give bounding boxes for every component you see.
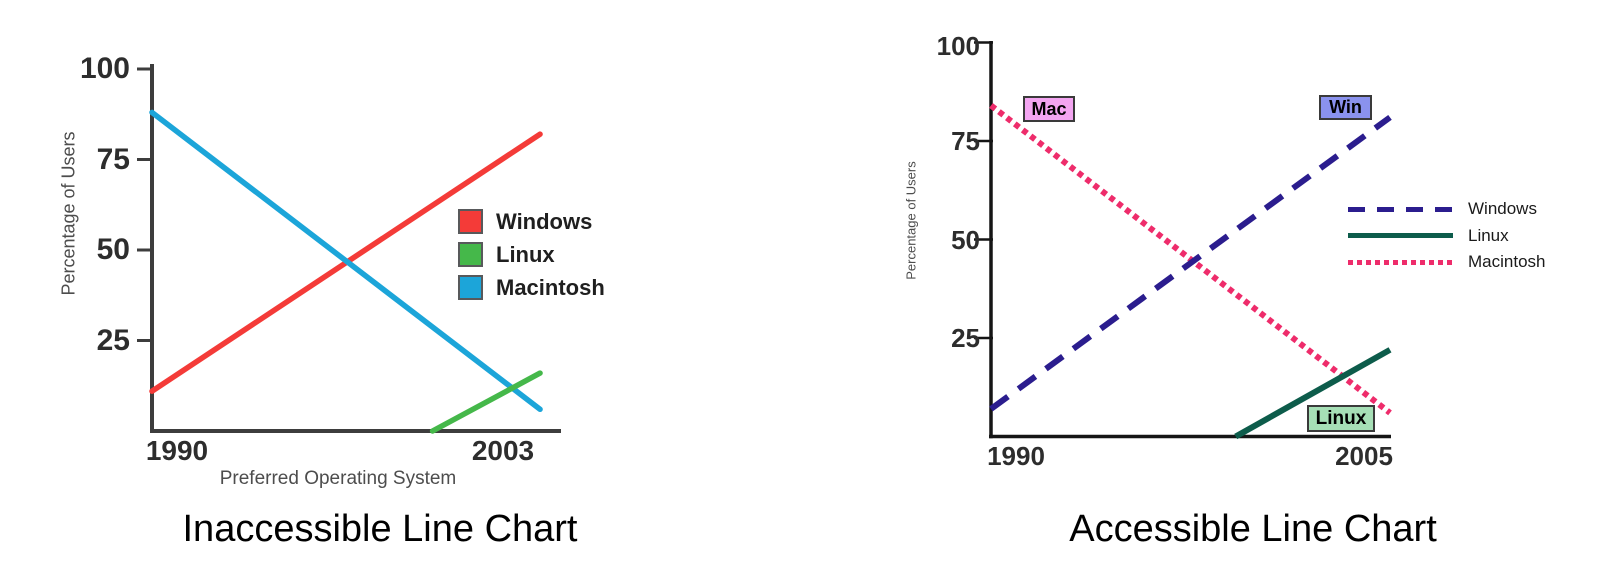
mac-line-label: Mac bbox=[1023, 96, 1075, 122]
win-line-label: Win bbox=[1319, 95, 1372, 120]
linux-line bbox=[429, 370, 543, 434]
linux-line-label: Linux bbox=[1307, 405, 1375, 432]
legend-entry-windows: Windows bbox=[458, 209, 605, 234]
left-chart-caption: Inaccessible Line Chart bbox=[182, 508, 578, 550]
left-legend: Windows Linux Macintosh bbox=[458, 209, 605, 300]
windows-swatch-icon bbox=[458, 209, 483, 234]
right-xtick-2005: 2005 bbox=[1335, 441, 1393, 471]
right-xtick-1990: 1990 bbox=[987, 441, 1045, 471]
right-legend: Windows Linux Macintosh bbox=[1348, 196, 1545, 276]
left-ytick-100: 100 bbox=[79, 52, 130, 85]
legend-entry-macintosh: Macintosh bbox=[1348, 249, 1545, 276]
left-ytick-75: 75 bbox=[96, 143, 130, 176]
legend-entry-macintosh: Macintosh bbox=[458, 275, 605, 300]
legend-label-macintosh: Macintosh bbox=[1468, 252, 1546, 272]
linux-swatch-icon bbox=[458, 242, 483, 267]
macintosh-dotted-line-icon bbox=[1348, 259, 1453, 265]
legend-label-windows: Windows bbox=[1468, 199, 1537, 219]
right-ytick-50: 50 bbox=[951, 225, 980, 255]
legend-label-linux: Linux bbox=[496, 242, 555, 267]
legend-entry-linux: Linux bbox=[458, 242, 605, 267]
left-y-axis-title: Percentage of Users bbox=[58, 131, 79, 296]
left-xtick-1990: 1990 bbox=[145, 435, 209, 466]
macintosh-line bbox=[989, 103, 1392, 416]
legend-entry-windows: Windows bbox=[1348, 196, 1545, 223]
left-xtick-2003: 2003 bbox=[471, 435, 535, 466]
windows-dashed-line-icon bbox=[1348, 206, 1453, 212]
macintosh-line bbox=[149, 109, 543, 413]
linux-solid-line-icon bbox=[1348, 233, 1453, 239]
right-ytick-75: 75 bbox=[951, 126, 980, 156]
left-ytick-25: 25 bbox=[96, 324, 130, 357]
legend-label-macintosh: Macintosh bbox=[496, 275, 605, 300]
windows-line bbox=[989, 114, 1392, 412]
left-x-axis-title: Preferred Operating System bbox=[219, 468, 457, 489]
legend-label-windows: Windows bbox=[496, 209, 593, 234]
legend-label-linux: Linux bbox=[1468, 225, 1509, 245]
right-chart-caption: Accessible Line Chart bbox=[1069, 508, 1437, 550]
right-ytick-25: 25 bbox=[951, 323, 980, 353]
left-ytick-50: 50 bbox=[96, 233, 130, 266]
legend-entry-linux: Linux bbox=[1348, 223, 1545, 250]
right-ytick-100: 100 bbox=[936, 31, 980, 61]
macintosh-swatch-icon bbox=[458, 275, 483, 300]
linux-line bbox=[1234, 347, 1392, 440]
